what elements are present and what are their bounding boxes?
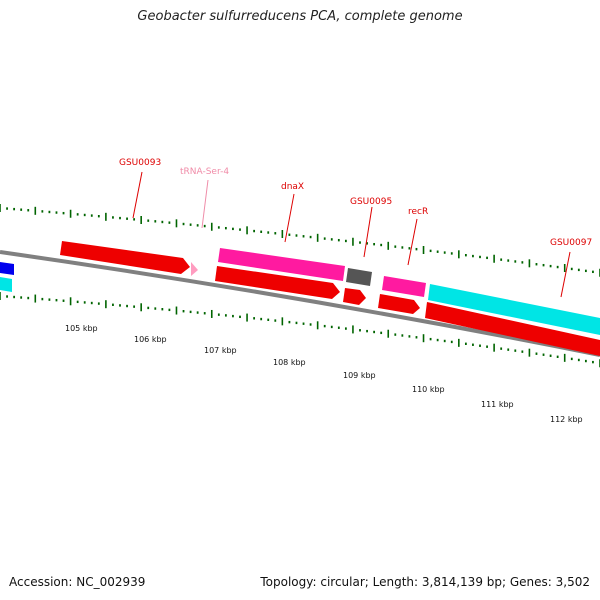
gene-recr[interactable] bbox=[382, 276, 426, 297]
genome-backbone bbox=[0, 250, 600, 357]
upper-tick-row bbox=[0, 204, 600, 277]
gene-trna-ser-4[interactable] bbox=[191, 262, 198, 276]
gene-blue-partial[interactable] bbox=[0, 262, 14, 275]
accession-text: Accession: NC_002939 bbox=[9, 575, 146, 589]
scale-label-109: 109 kbp bbox=[343, 371, 376, 380]
label-trna-ser-4: tRNA-Ser-4 bbox=[180, 167, 229, 177]
scale-label-108: 108 kbp bbox=[273, 358, 306, 367]
genome-stats-text: Topology: circular; Length: 3,814,139 bp… bbox=[260, 575, 590, 589]
gene-red-lower-2[interactable] bbox=[343, 288, 366, 305]
label-gsu0097: GSU0097 bbox=[550, 238, 592, 248]
callout-trna bbox=[201, 179, 209, 229]
label-dnax: dnaX bbox=[281, 182, 304, 192]
callout-gsu0093 bbox=[132, 171, 143, 219]
scale-label-105: 105 kbp bbox=[65, 324, 98, 333]
gene-dnax[interactable] bbox=[218, 248, 345, 281]
scale-label-110: 110 kbp bbox=[412, 385, 445, 394]
gene-red-lower-3[interactable] bbox=[378, 294, 420, 314]
callout-gsu0097 bbox=[560, 251, 571, 298]
callout-dnax bbox=[284, 193, 295, 243]
gene-gsu0097[interactable] bbox=[428, 284, 600, 335]
label-gsu0095: GSU0095 bbox=[350, 197, 392, 207]
scale-label-111: 111 kbp bbox=[481, 400, 514, 409]
scale-label-107: 107 kbp bbox=[204, 346, 237, 355]
label-recr: recR bbox=[408, 207, 428, 217]
lower-tick-row bbox=[0, 292, 600, 368]
scale-label-112: 112 kbp bbox=[550, 415, 583, 424]
gene-red-lower-4[interactable] bbox=[425, 302, 600, 356]
gene-red-lower-1[interactable] bbox=[215, 266, 340, 299]
scale-label-106: 106 kbp bbox=[134, 335, 167, 344]
callout-gsu0095 bbox=[363, 206, 373, 258]
gene-cyan-partial[interactable] bbox=[0, 277, 12, 292]
gene-gsu0093[interactable] bbox=[60, 241, 190, 274]
label-gsu0093: GSU0093 bbox=[119, 158, 161, 168]
callout-recr bbox=[407, 218, 418, 266]
gene-gsu0095[interactable] bbox=[346, 268, 372, 286]
map-title: Geobacter sulfurreducens PCA, complete g… bbox=[137, 9, 463, 24]
